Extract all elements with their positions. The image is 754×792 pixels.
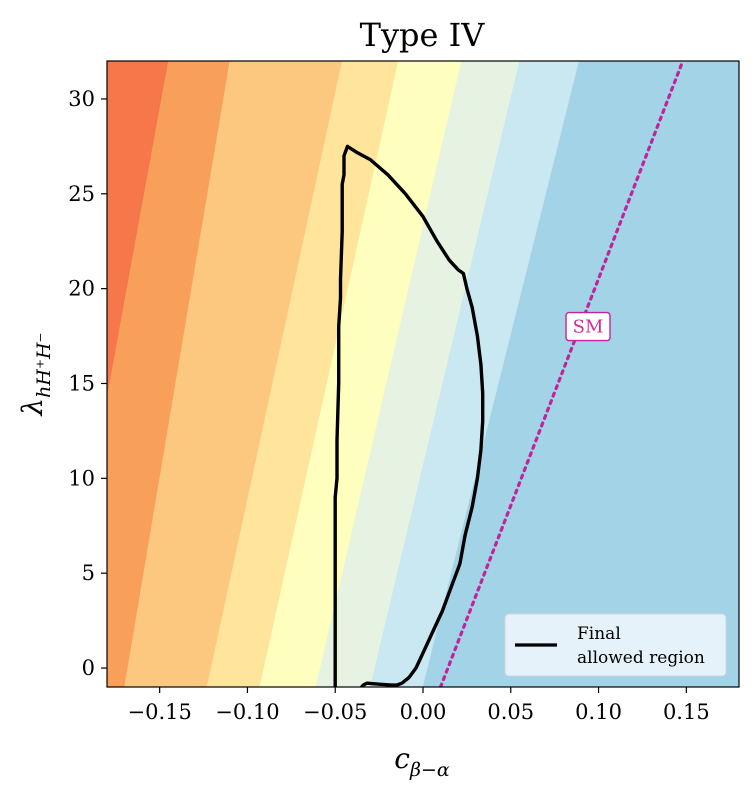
sm-line-group (438, 61, 685, 687)
contour-fills (107, 61, 739, 687)
y-axis-label-main: λ (16, 398, 49, 417)
x-tick-label: 0.10 (575, 700, 622, 724)
contour-band-3 (206, 61, 399, 687)
x-tick-label: −0.05 (303, 700, 367, 724)
x-axis-ticks: −0.15 −0.10 −0.05 0.00 0.05 0.10 0.15 (127, 687, 710, 724)
x-tick-label: 0.05 (487, 700, 534, 724)
contour-band-1 (107, 61, 231, 687)
sm-label-text: SM (573, 317, 604, 338)
contour-band-6 (370, 61, 580, 687)
legend: Final allowed region (504, 613, 727, 677)
x-tick-label: −0.15 (127, 700, 191, 724)
contour-band-5 (315, 61, 520, 687)
y-tick-label: 25 (68, 182, 95, 206)
x-tick-label: 0.15 (663, 700, 710, 724)
legend-label-line-2: allowed region (577, 648, 705, 668)
sm-label: SM (565, 311, 611, 342)
y-axis-ticks: 0 5 10 15 20 25 30 (68, 87, 107, 680)
sm-line (438, 61, 685, 687)
x-axis-label-sub: β−α (409, 759, 450, 781)
y-tick-label: 0 (82, 656, 95, 680)
x-axis-label-main: c (394, 742, 410, 775)
y-tick-label: 15 (68, 371, 95, 395)
contour-band-4 (259, 61, 462, 687)
y-axis-label-sub: hH⁺H⁻ (33, 332, 55, 397)
y-tick-label: 5 (82, 561, 95, 585)
allowed-region-curve (333, 144, 485, 687)
chart-title: Type IV (360, 16, 486, 54)
x-tick-label: 0.00 (400, 700, 447, 724)
y-axis-label: λhH⁺H⁻ (16, 332, 55, 416)
x-tick-label: −0.10 (215, 700, 279, 724)
contour-band-2 (124, 61, 343, 687)
legend-label-line-1: Final (577, 624, 621, 644)
y-tick-label: 30 (68, 87, 95, 111)
y-tick-label: 10 (68, 466, 95, 490)
allowed-region-group (333, 144, 485, 687)
legend-box (504, 613, 727, 677)
x-axis-label: cβ−α (394, 742, 450, 781)
y-tick-label: 20 (68, 277, 95, 301)
sm-label-box (565, 311, 611, 342)
